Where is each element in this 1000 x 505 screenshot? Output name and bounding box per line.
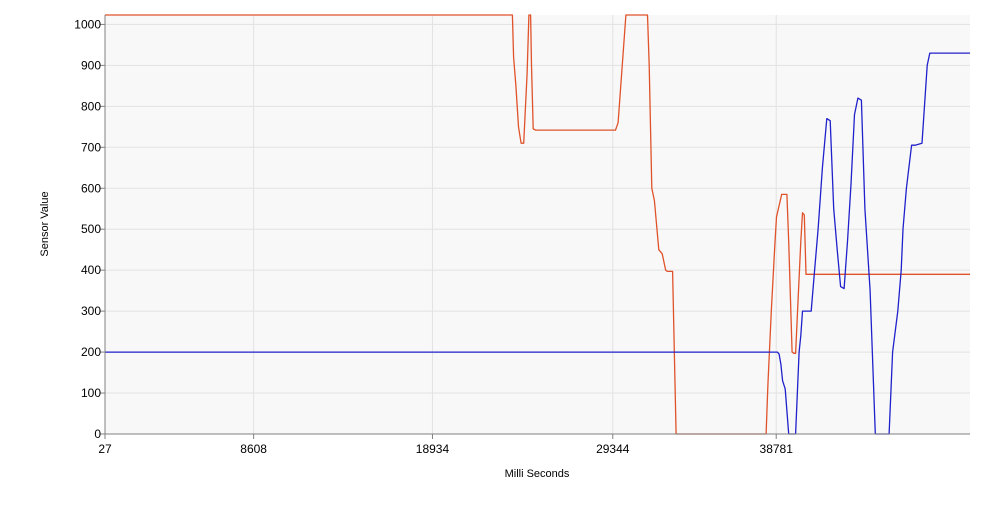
y-tick-label: 800 [81, 99, 101, 113]
y-tick-label: 100 [81, 386, 101, 400]
x-tick-labels: 27 8608 18934 29344 38781 [98, 442, 793, 456]
x-tick-label: 18934 [416, 442, 450, 456]
y-tick-label: 600 [81, 181, 101, 195]
y-tick-label: 500 [81, 222, 101, 236]
x-axis-title: Milli Seconds [505, 468, 570, 480]
plot-background [105, 15, 970, 434]
y-tick-label: 700 [81, 140, 101, 154]
x-tick-label: 8608 [240, 442, 267, 456]
y-tick-label: 400 [81, 263, 101, 277]
x-tick-label: 38781 [760, 442, 794, 456]
x-tick-label: 27 [98, 442, 112, 456]
grid-lines [100, 15, 970, 439]
y-tick-labels: 0 100 200 300 400 500 600 700 800 900 1000 [74, 17, 101, 441]
x-tick-label: 29344 [596, 442, 630, 456]
y-tick-label: 300 [81, 304, 101, 318]
y-tick-label: 200 [81, 345, 101, 359]
y-tick-label: 0 [94, 427, 101, 441]
y-axis-title: Sensor Value [39, 191, 51, 256]
series-line-1 [105, 14, 970, 435]
y-tick-label: 1000 [74, 17, 101, 31]
y-tick-label: 900 [81, 58, 101, 72]
